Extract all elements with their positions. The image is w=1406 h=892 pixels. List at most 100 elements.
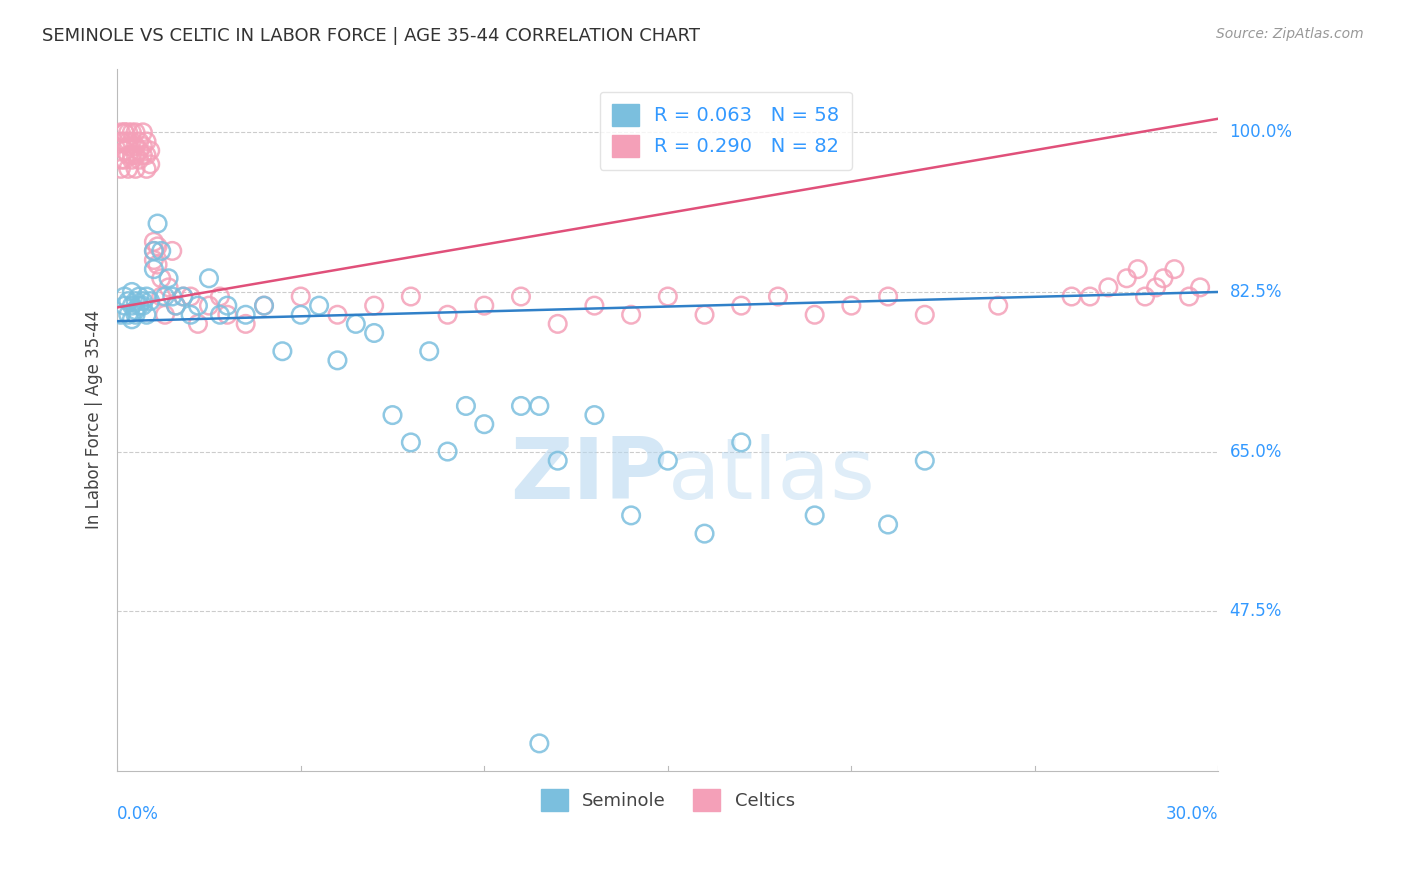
Text: 82.5%: 82.5% [1230, 283, 1282, 301]
Point [153, 289, 176, 303]
Point [529, 736, 551, 750]
Point [987, 299, 1010, 313]
Text: 0.0%: 0.0% [117, 805, 159, 823]
Point [436, 444, 458, 458]
Point [114, 289, 136, 303]
Point [235, 317, 257, 331]
Point [124, 308, 146, 322]
Point [1163, 262, 1185, 277]
Point [583, 408, 606, 422]
Point [1126, 262, 1149, 277]
Point [208, 308, 231, 322]
Point [121, 285, 143, 299]
Point [128, 135, 150, 149]
Point [117, 139, 139, 153]
Point [657, 289, 679, 303]
Point [124, 303, 146, 318]
Point [399, 435, 422, 450]
Point [128, 289, 150, 303]
Point [157, 271, 180, 285]
Point [1060, 289, 1083, 303]
Point [128, 299, 150, 313]
Point [363, 299, 385, 313]
Point [114, 135, 136, 149]
Point [253, 299, 276, 313]
Point [271, 344, 294, 359]
Point [121, 153, 143, 167]
Point [208, 289, 231, 303]
Point [1152, 271, 1174, 285]
Point [121, 125, 143, 139]
Point [308, 299, 330, 313]
Point [139, 157, 162, 171]
Point [135, 148, 157, 162]
Text: Source: ZipAtlas.com: Source: ZipAtlas.com [1216, 27, 1364, 41]
Point [124, 148, 146, 162]
Point [472, 417, 495, 432]
Point [766, 289, 789, 303]
Point [290, 308, 312, 322]
Text: 30.0%: 30.0% [1166, 805, 1219, 823]
Point [128, 153, 150, 167]
Point [803, 508, 825, 523]
Point [110, 125, 132, 139]
Point [841, 299, 863, 313]
Point [132, 294, 155, 309]
Point [381, 408, 404, 422]
Point [117, 294, 139, 309]
Point [217, 299, 239, 313]
Point [326, 308, 349, 322]
Point [1097, 280, 1119, 294]
Point [454, 399, 477, 413]
Point [146, 217, 169, 231]
Text: atlas: atlas [668, 434, 876, 517]
Point [132, 125, 155, 139]
Point [165, 299, 187, 313]
Point [172, 289, 194, 303]
Point [290, 289, 312, 303]
Point [326, 353, 349, 368]
Text: 100.0%: 100.0% [1230, 123, 1292, 141]
Point [418, 344, 440, 359]
Point [121, 135, 143, 149]
Point [693, 526, 716, 541]
Point [344, 317, 367, 331]
Point [124, 294, 146, 309]
Point [914, 308, 936, 322]
Point [132, 299, 155, 313]
Point [198, 299, 221, 313]
Point [730, 435, 752, 450]
Point [110, 308, 132, 322]
Point [117, 125, 139, 139]
Text: 47.5%: 47.5% [1230, 602, 1282, 620]
Point [142, 244, 165, 258]
Point [124, 125, 146, 139]
Point [914, 453, 936, 467]
Point [110, 161, 132, 176]
Point [117, 161, 139, 176]
Point [436, 308, 458, 322]
Point [620, 508, 643, 523]
Point [135, 308, 157, 322]
Legend: Seminole, Celtics: Seminole, Celtics [534, 781, 801, 818]
Point [139, 144, 162, 158]
Point [198, 271, 221, 285]
Point [510, 399, 533, 413]
Point [803, 308, 825, 322]
Point [135, 135, 157, 149]
Point [142, 253, 165, 268]
Point [121, 148, 143, 162]
Text: 65.0%: 65.0% [1230, 442, 1282, 460]
Point [1115, 271, 1137, 285]
Point [1189, 280, 1212, 294]
Point [114, 144, 136, 158]
Point [132, 139, 155, 153]
Point [117, 148, 139, 162]
Point [529, 399, 551, 413]
Point [117, 135, 139, 149]
Point [153, 308, 176, 322]
Point [146, 258, 169, 272]
Point [150, 244, 173, 258]
Point [110, 153, 132, 167]
Point [657, 453, 679, 467]
